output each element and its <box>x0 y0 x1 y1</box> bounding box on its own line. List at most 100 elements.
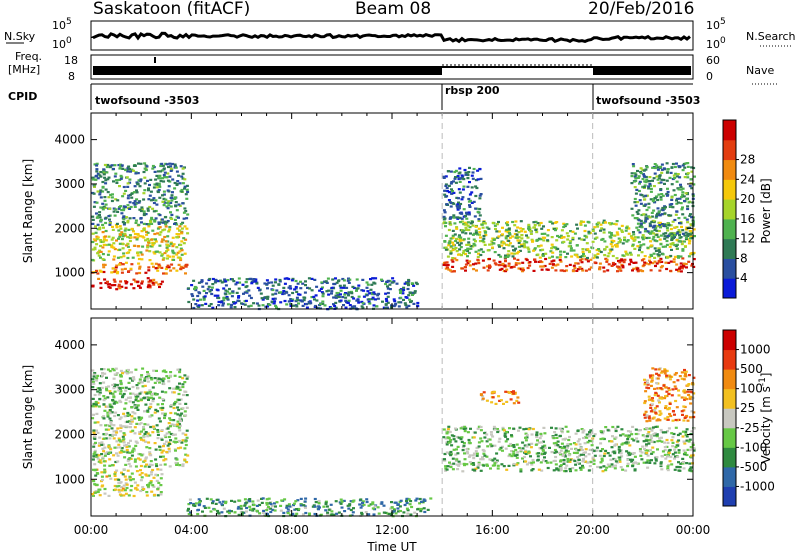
scatter-point <box>347 291 351 294</box>
scatter-point <box>355 278 359 281</box>
scatter-point <box>114 268 118 271</box>
scatter-point <box>656 235 660 238</box>
scatter-point <box>516 239 520 242</box>
scatter-point <box>230 499 233 502</box>
scatter-point <box>466 262 470 265</box>
scatter-point <box>663 449 667 452</box>
scatter-point <box>647 185 651 188</box>
scatter-point <box>637 209 641 212</box>
scatter-point <box>248 505 252 508</box>
scatter-point <box>102 270 106 274</box>
scatter-point <box>120 471 123 474</box>
scatter-point <box>173 181 177 185</box>
scatter-point <box>493 444 497 447</box>
scatter-point <box>536 439 539 442</box>
scatter-point <box>362 295 366 298</box>
scatter-point <box>530 433 534 436</box>
scatter-point <box>169 242 173 245</box>
scatter-point <box>575 451 579 454</box>
scatter-point <box>676 247 679 250</box>
scatter-point <box>682 409 686 412</box>
scatter-point <box>655 435 659 438</box>
scatter-point <box>333 282 337 286</box>
scatter-point <box>612 222 616 225</box>
scatter-point <box>507 444 511 447</box>
scatter-point <box>101 258 105 261</box>
scatter-point <box>490 444 494 447</box>
scatter-point <box>186 232 190 235</box>
scatter-point <box>480 440 484 443</box>
scatter-point <box>179 265 183 268</box>
scatter-point <box>644 203 648 206</box>
scatter-point <box>92 402 96 405</box>
scatter-point <box>124 261 128 264</box>
scatter-point <box>654 264 657 268</box>
scatter-point <box>564 470 568 473</box>
scatter-point <box>176 368 180 371</box>
scatter-point <box>132 494 136 498</box>
scatter-point <box>495 461 498 464</box>
scatter-point <box>630 182 634 185</box>
scatter-point <box>679 255 683 258</box>
scatter-point <box>289 298 293 301</box>
scatter-point <box>566 444 570 447</box>
scatter-point <box>130 263 134 266</box>
scatter-point <box>157 176 161 179</box>
scatter-point <box>651 399 655 403</box>
scatter-point <box>127 494 131 497</box>
scatter-point <box>135 198 139 201</box>
scatter-point <box>271 284 275 287</box>
scatter-point <box>105 387 108 390</box>
scatter-point <box>173 423 177 426</box>
scatter-point <box>673 413 676 416</box>
scatter-point <box>118 451 122 454</box>
scatter-point <box>643 184 647 187</box>
scatter-point <box>372 513 376 516</box>
scatter-point <box>155 479 159 482</box>
scatter-point <box>167 431 171 434</box>
scatter-point <box>472 263 475 266</box>
scatter-point <box>673 176 677 180</box>
scatter-point <box>450 192 454 195</box>
scatter-point <box>325 290 329 293</box>
scatter-point <box>582 429 586 432</box>
scatter-point <box>361 500 365 503</box>
scatter-point <box>157 184 161 187</box>
scatter-point <box>458 248 462 251</box>
scatter-point <box>158 265 162 268</box>
scatter-point <box>98 193 102 196</box>
scatter-point <box>118 242 122 245</box>
scatter-point <box>636 201 640 204</box>
scatter-point <box>384 282 388 286</box>
scatter-point <box>387 512 391 516</box>
scatter-point <box>581 269 585 272</box>
scatter-point <box>460 198 464 201</box>
scatter-point <box>505 430 508 434</box>
scatter-point <box>478 168 482 171</box>
scatter-point <box>162 197 166 200</box>
scatter-point <box>462 427 466 430</box>
scatter-point <box>678 176 682 179</box>
scatter-point <box>185 429 189 432</box>
scatter-point <box>454 453 458 456</box>
scatter-point <box>648 222 652 225</box>
scatter-point <box>524 450 528 453</box>
scatter-point <box>93 449 97 452</box>
scatter-point <box>132 448 136 451</box>
scatter-point <box>181 464 185 468</box>
scatter-point <box>459 438 463 441</box>
scatter-point <box>533 226 536 229</box>
scatter-point <box>507 227 511 230</box>
scatter-point <box>104 281 108 285</box>
scatter-point <box>281 292 285 296</box>
scatter-point <box>570 447 573 450</box>
scatter-point <box>643 400 647 403</box>
scatter-point <box>191 294 195 298</box>
scatter-point <box>143 459 147 462</box>
scatter-point <box>610 248 614 251</box>
scatter-point <box>692 376 696 379</box>
scatter-point <box>155 183 159 186</box>
scatter-point <box>152 197 156 200</box>
scatter-point <box>474 229 478 232</box>
scatter-point <box>665 445 669 448</box>
